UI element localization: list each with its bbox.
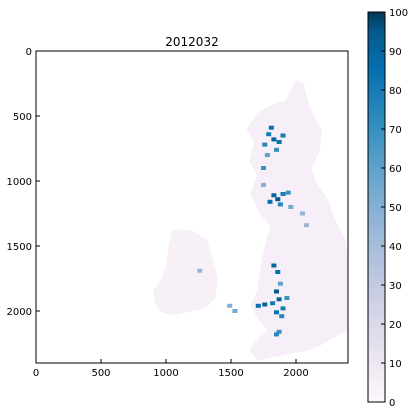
colorbar-tick-20: 20 bbox=[381, 320, 402, 331]
heatmap-cell bbox=[197, 268, 203, 273]
x-axis: 0 500 1000 1500 2000 bbox=[33, 359, 309, 379]
heatmap-regions bbox=[153, 79, 348, 361]
heatmap-cell bbox=[277, 202, 283, 207]
y-tick-1000: 1000 bbox=[7, 177, 40, 188]
x-tick-label: 500 bbox=[91, 368, 110, 379]
heatmap-region-low-coverage-west-island bbox=[153, 229, 218, 315]
heatmap-cell bbox=[267, 199, 273, 204]
x-tick-1500: 1500 bbox=[218, 359, 244, 379]
colorbar-tick-0: 0 bbox=[381, 398, 395, 409]
y-tick-label: 0 bbox=[26, 47, 32, 58]
heatmap-cell bbox=[275, 197, 281, 202]
colorbar-tick-label: 40 bbox=[389, 242, 402, 253]
heatmap-cell bbox=[275, 270, 281, 274]
colorbar-tick-label: 70 bbox=[389, 125, 402, 136]
heatmap-cell bbox=[271, 263, 277, 268]
colorbar-tick-label: 60 bbox=[389, 164, 402, 175]
heatmap-cell bbox=[300, 211, 305, 216]
heatmap-cell bbox=[262, 302, 268, 307]
y-tick-2000: 2000 bbox=[7, 307, 40, 318]
heatmap-cell bbox=[277, 281, 283, 286]
heatmap-cell bbox=[274, 289, 279, 294]
heatmap-region-low-coverage-mainland-north bbox=[246, 79, 348, 361]
heatmap-cell bbox=[255, 303, 261, 308]
x-tick-500: 500 bbox=[91, 359, 111, 379]
x-tick-label: 0 bbox=[33, 368, 39, 379]
x-tick-1000: 1000 bbox=[153, 359, 179, 379]
y-tick-label: 500 bbox=[13, 112, 32, 123]
heatmap-cell bbox=[262, 142, 268, 147]
colorbar-tick-50: 50 bbox=[381, 203, 402, 214]
heatmap-cell bbox=[285, 190, 291, 195]
heatmap-cell bbox=[232, 309, 238, 313]
colorbar-tick-label: 90 bbox=[389, 47, 402, 58]
heatmap-cell bbox=[270, 301, 276, 306]
y-tick-500: 500 bbox=[13, 112, 40, 123]
heatmap-cell bbox=[279, 314, 285, 319]
y-tick-label: 1500 bbox=[7, 242, 32, 253]
heatmap-cell bbox=[280, 192, 286, 196]
x-tick-label: 1000 bbox=[153, 368, 178, 379]
colorbar-tick-90: 90 bbox=[381, 47, 402, 58]
heatmap-cell bbox=[268, 125, 274, 130]
heatmap-cell bbox=[227, 303, 233, 308]
heatmap-cell bbox=[280, 133, 286, 138]
colorbar-tick-label: 10 bbox=[389, 359, 402, 370]
colorbar-tick-70: 70 bbox=[381, 125, 402, 136]
heatmap-cell bbox=[288, 205, 294, 209]
heatmap-cell bbox=[276, 329, 282, 334]
heatmap-cell bbox=[264, 153, 270, 157]
heatmap-cell bbox=[280, 306, 286, 311]
heatmap-high-cells bbox=[197, 125, 309, 337]
colorbar: 0 10 20 30 40 50 60 70 80 90 100 bbox=[367, 8, 408, 409]
x-tick-label: 1500 bbox=[218, 368, 243, 379]
plot-frame bbox=[35, 50, 349, 364]
colorbar-tick-label: 80 bbox=[389, 86, 402, 97]
heatmap-cell bbox=[303, 223, 309, 228]
heatmap-cell bbox=[261, 182, 266, 187]
heatmap-cell bbox=[266, 132, 272, 137]
heatmap-cell bbox=[271, 137, 277, 142]
colorbar-tick-40: 40 bbox=[381, 242, 402, 253]
colorbar-tick-60: 60 bbox=[381, 164, 402, 175]
colorbar-tick-label: 100 bbox=[389, 8, 408, 19]
colorbar-tick-label: 30 bbox=[389, 281, 402, 292]
heatmap-cell bbox=[276, 297, 282, 302]
colorbar-tick-label: 20 bbox=[389, 320, 402, 331]
heatmap-cell bbox=[284, 296, 290, 300]
x-tick-label: 2000 bbox=[283, 368, 308, 379]
heatmap-cell bbox=[274, 147, 279, 152]
x-tick-2000: 2000 bbox=[283, 359, 309, 379]
heatmap-cell bbox=[271, 193, 277, 198]
colorbar-tick-label: 0 bbox=[389, 398, 395, 409]
y-tick-label: 1000 bbox=[7, 177, 32, 188]
colorbar-tick-30: 30 bbox=[381, 281, 402, 292]
chart-title: 2012032 bbox=[165, 35, 218, 49]
heatmap-cell bbox=[274, 310, 279, 315]
heatmap-cell bbox=[274, 332, 279, 337]
colorbar-tick-100: 100 bbox=[381, 8, 408, 19]
x-tick-0: 0 bbox=[33, 359, 39, 379]
y-tick-0: 0 bbox=[26, 47, 40, 58]
y-tick-label: 2000 bbox=[7, 307, 32, 318]
heatmap-cell bbox=[276, 140, 282, 144]
heatmap-cell bbox=[261, 166, 266, 170]
colorbar-tick-80: 80 bbox=[381, 86, 402, 97]
colorbar-tick-10: 10 bbox=[381, 359, 402, 370]
colorbar-tick-label: 50 bbox=[389, 203, 402, 214]
y-axis: 0 500 1000 1500 2000 bbox=[7, 47, 40, 318]
y-tick-1500: 1500 bbox=[7, 242, 40, 253]
